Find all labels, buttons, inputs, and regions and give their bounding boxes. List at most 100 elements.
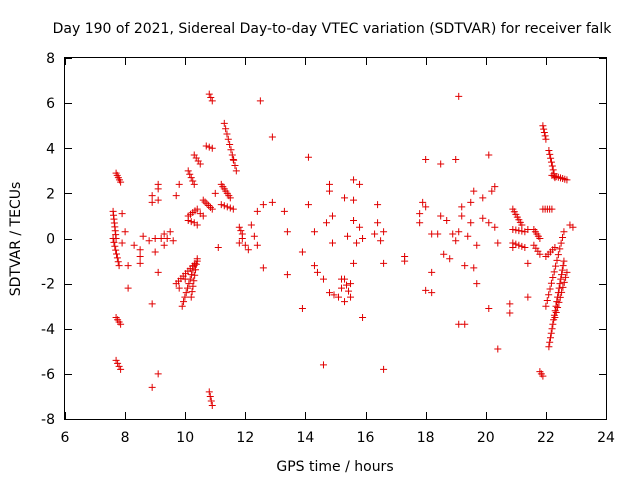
data-point [551, 313, 559, 321]
data-point [247, 221, 255, 229]
data-point [566, 221, 574, 229]
data-point [206, 392, 214, 400]
data-point [455, 320, 463, 328]
data-point [485, 151, 493, 159]
data-point [524, 259, 532, 267]
data-point [154, 185, 162, 193]
data-point [559, 233, 567, 241]
data-point [283, 228, 291, 236]
data-points [109, 90, 577, 409]
data-point [232, 167, 240, 175]
data-point [563, 268, 571, 276]
data-point [554, 251, 562, 259]
data-point [199, 196, 207, 204]
data-point [548, 205, 556, 213]
y-tick-label: 0 [46, 232, 55, 248]
data-point [253, 241, 261, 249]
data-point [111, 242, 119, 250]
data-point [515, 241, 523, 249]
data-point [521, 228, 529, 236]
data-point [548, 162, 556, 170]
data-point [545, 291, 553, 299]
data-point [148, 300, 156, 308]
data-point [222, 125, 230, 133]
data-point [148, 383, 156, 391]
data-point [187, 218, 195, 226]
data-point [154, 370, 162, 378]
data-point [298, 248, 306, 256]
x-tick-label: 22 [537, 430, 555, 446]
data-point [118, 210, 126, 218]
data-point [562, 273, 570, 281]
data-point [428, 289, 436, 297]
data-point [180, 298, 188, 306]
data-point [549, 274, 557, 282]
data-point [203, 200, 211, 208]
data-point [139, 232, 147, 240]
data-point [186, 170, 194, 178]
data-point [371, 230, 379, 238]
data-point [437, 212, 445, 220]
data-point [552, 262, 560, 270]
data-point [338, 284, 346, 292]
data-point [113, 254, 121, 262]
data-point [160, 241, 168, 249]
data-point [121, 228, 129, 236]
data-point [325, 187, 333, 195]
x-tick-label: 12 [236, 430, 254, 446]
data-point [226, 204, 234, 212]
y-tick-label: -8 [41, 412, 55, 428]
data-point [540, 125, 548, 133]
data-point [557, 239, 565, 247]
data-point [558, 288, 566, 296]
data-point [328, 212, 336, 220]
data-point [380, 365, 388, 373]
data-point [298, 304, 306, 312]
y-tick-label: 6 [46, 96, 55, 112]
data-point [117, 365, 125, 373]
data-point [109, 235, 117, 242]
data-point [461, 320, 469, 328]
data-point [259, 264, 267, 272]
data-point [343, 281, 351, 289]
data-point [172, 192, 180, 200]
data-point [151, 235, 159, 242]
data-point [428, 268, 436, 276]
data-point [268, 133, 276, 141]
data-point [443, 216, 451, 224]
y-axis-label: SDTVAR / TECUs [8, 182, 24, 297]
data-point [154, 196, 162, 204]
data-point [187, 174, 195, 182]
data-point [184, 216, 192, 224]
data-point [151, 248, 159, 256]
y-tick-label: -2 [41, 277, 55, 293]
data-point [548, 325, 556, 333]
data-point [190, 277, 198, 285]
data-point [190, 219, 198, 227]
data-point [115, 262, 123, 270]
data-point [175, 180, 183, 188]
data-point [545, 343, 553, 351]
data-point [515, 227, 523, 235]
data-point [208, 401, 216, 409]
data-point [541, 132, 549, 140]
data-point [145, 237, 153, 245]
data-point [546, 285, 554, 293]
data-point [347, 293, 355, 301]
data-point [206, 203, 214, 211]
data-point [552, 308, 560, 316]
data-point [350, 196, 358, 204]
data-point [184, 167, 192, 175]
data-point [223, 130, 231, 138]
data-point [356, 180, 364, 188]
data-point [557, 275, 565, 283]
data-point [228, 151, 236, 159]
data-point [235, 223, 243, 231]
data-point [560, 257, 568, 265]
data-point [166, 228, 174, 236]
data-point [148, 198, 156, 206]
data-point [208, 205, 216, 213]
y-tick-label: 4 [46, 141, 55, 157]
data-point [220, 202, 228, 210]
